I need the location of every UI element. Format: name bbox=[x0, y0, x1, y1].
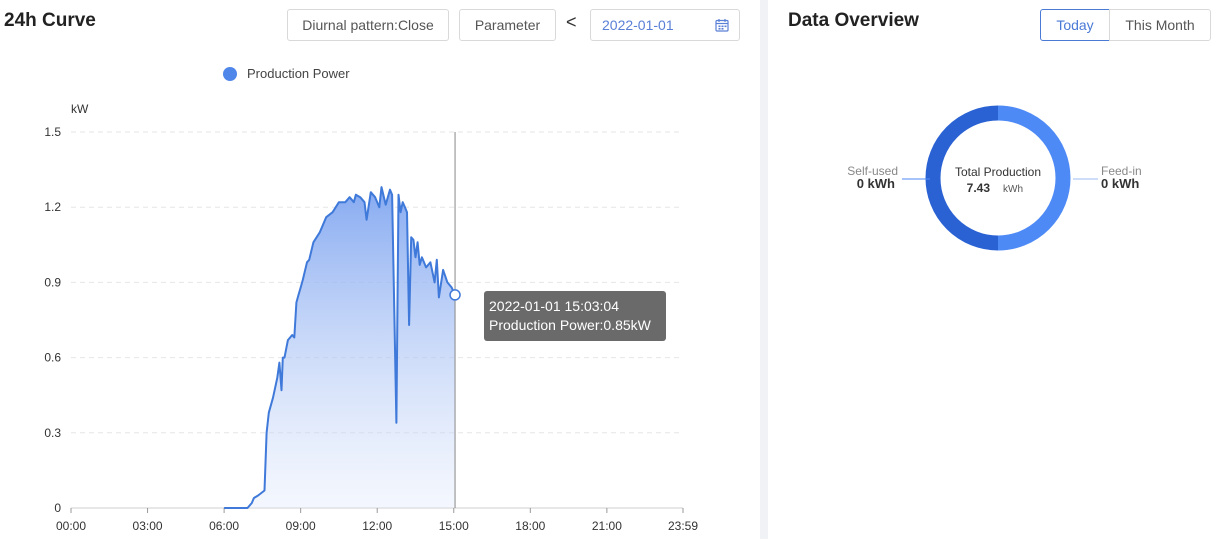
y-tick-label: 1.5 bbox=[44, 125, 61, 139]
parameter-button[interactable]: Parameter bbox=[459, 9, 556, 41]
legend-label-production-power: Production Power bbox=[247, 66, 350, 81]
panel-divider bbox=[760, 0, 768, 539]
x-axis-ticks: 00:00 03:00 06:00 09:00 12:00 15:00 18:00 21:00… bbox=[56, 508, 698, 533]
y-tick-label: 1.2 bbox=[44, 200, 61, 214]
date-picker[interactable]: 2022-01-01 bbox=[590, 9, 740, 41]
tab-this-month[interactable]: This Month bbox=[1109, 9, 1211, 41]
x-tick-label: 12:00 bbox=[362, 519, 392, 533]
y-axis-ticks: 0 0.3 0.6 0.9 1.2 1.5 bbox=[44, 125, 61, 515]
x-tick-label: 00:00 bbox=[56, 519, 86, 533]
production-power-chart[interactable]: Production Power kW 0 0.3 0.6 0.9 1.2 1.5 00:… bbox=[0, 0, 760, 539]
calendar-icon bbox=[715, 19, 729, 32]
y-tick-label: 0.3 bbox=[44, 426, 61, 440]
x-tick-label: 06:00 bbox=[209, 519, 239, 533]
self-used-ring-segment[interactable] bbox=[925, 105, 999, 251]
diurnal-pattern-button[interactable]: Diurnal pattern:Close bbox=[287, 9, 449, 41]
total-production-value: 7.43 bbox=[967, 181, 991, 195]
x-tick-label: 21:00 bbox=[592, 519, 622, 533]
tooltip-value: Production Power:0.85kW bbox=[489, 317, 651, 333]
y-axis-unit-label: kW bbox=[71, 102, 89, 116]
feed-in-value: 0 kWh bbox=[1101, 176, 1139, 191]
legend-marker-production-power bbox=[223, 67, 237, 81]
self-used-value: 0 kWh bbox=[857, 176, 895, 191]
y-tick-label: 0.9 bbox=[44, 275, 61, 289]
total-production-unit: kWh bbox=[1003, 184, 1023, 195]
x-tick-label: 18:00 bbox=[515, 519, 545, 533]
x-tick-label: 23:59 bbox=[668, 519, 698, 533]
production-power-area bbox=[224, 187, 455, 508]
previous-day-icon[interactable]: < bbox=[566, 12, 577, 32]
feed-in-ring-segment[interactable] bbox=[997, 105, 1071, 251]
tooltip-time: 2022-01-01 15:03:04 bbox=[489, 298, 619, 314]
self-used-label: Self-used bbox=[847, 164, 898, 178]
x-tick-label: 15:00 bbox=[439, 519, 469, 533]
x-tick-label: 09:00 bbox=[286, 519, 316, 533]
production-power-line bbox=[224, 186, 456, 509]
hover-point bbox=[449, 289, 461, 301]
chart-tooltip: 2022-01-01 15:03:04 Production Power:0.8… bbox=[484, 291, 666, 341]
y-tick-label: 0 bbox=[54, 501, 61, 515]
overview-title: Data Overview bbox=[788, 10, 919, 31]
feed-in-label: Feed-in bbox=[1101, 164, 1142, 178]
x-tick-label: 03:00 bbox=[133, 519, 163, 533]
y-tick-label: 0.6 bbox=[44, 351, 61, 365]
panel-title: 24h Curve bbox=[4, 10, 96, 31]
production-donut-chart: Self-used 0 kWh Feed-in 0 kWh Total Prod… bbox=[847, 105, 1142, 251]
overview-panel: Data Overview Today This Month Self-used… bbox=[768, 0, 1213, 539]
curve-panel: 24h Curve Diurnal pattern:Close Paramete… bbox=[0, 0, 760, 539]
date-value: 2022-01-01 bbox=[602, 17, 674, 33]
chart-legend[interactable]: Production Power bbox=[223, 66, 350, 81]
total-production-label: Total Production bbox=[955, 165, 1041, 179]
